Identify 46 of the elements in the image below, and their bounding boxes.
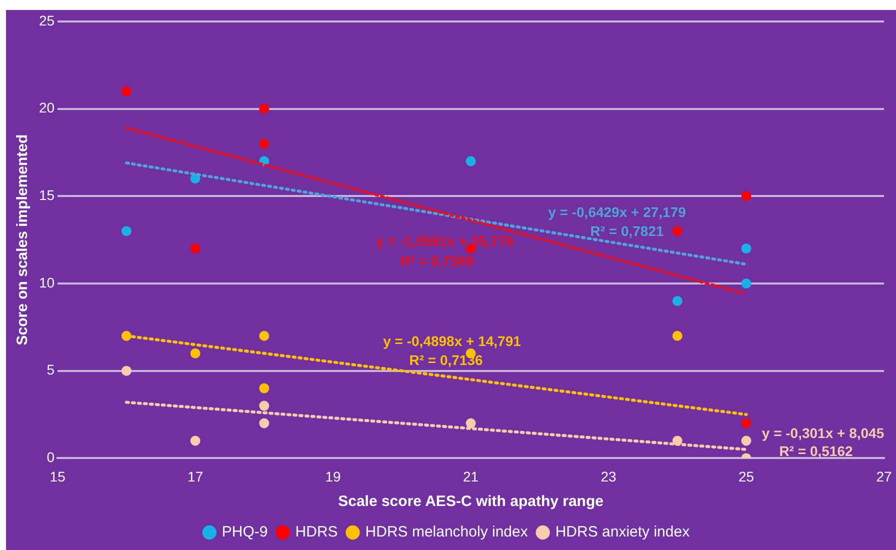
y-tick-label: 15 — [38, 186, 55, 203]
annotation: R² = 0,5162 — [779, 442, 853, 459]
annotation: y = -1,0561x + 35,776 — [376, 232, 514, 249]
legend-label: PHQ-9 — [222, 524, 268, 541]
y-tick-label: 5 — [46, 362, 55, 378]
annotation: y = -0,4898x + 14,791 — [383, 332, 522, 349]
annotation: y = -0,6429x + 27,179 — [548, 204, 686, 220]
point — [190, 436, 200, 446]
y-tick-label: 10 — [38, 274, 55, 290]
y-tick-label: 0 — [46, 449, 55, 466]
point — [259, 418, 270, 428]
x-tick-label: 25 — [738, 468, 754, 484]
point — [741, 436, 752, 446]
point — [672, 330, 682, 341]
point — [259, 400, 270, 411]
point — [672, 296, 682, 306]
x-tick-label: 19 — [325, 468, 342, 484]
point — [672, 226, 682, 236]
point — [741, 191, 752, 202]
x-tick-label: 21 — [462, 468, 479, 484]
x-tick-label: 23 — [600, 468, 617, 484]
point — [466, 418, 476, 428]
legend-label: HDRS anxiety index — [555, 524, 690, 541]
y-tick-label: 20 — [38, 100, 55, 116]
point — [121, 226, 132, 236]
y-axis-title: Score on scales implemented — [14, 134, 32, 346]
legend-label: HDRS melancholy index — [365, 524, 528, 541]
annotation: R² = 0,7389 — [400, 252, 474, 269]
point — [190, 348, 200, 358]
point — [741, 418, 752, 428]
legend-label: HDRS — [295, 524, 338, 541]
point — [190, 244, 200, 254]
point — [466, 156, 476, 166]
point — [259, 330, 270, 341]
x-axis-title: Scale score AES-C with apathy range — [338, 493, 604, 510]
point — [259, 383, 270, 394]
annotation: y = -0,301x + 8,045 — [762, 424, 884, 441]
point — [121, 86, 132, 96]
point — [741, 244, 752, 254]
point — [259, 104, 270, 114]
annotation: R² = 0,7821 — [590, 222, 664, 239]
x-tick-label: 17 — [188, 468, 204, 484]
point — [741, 278, 752, 288]
x-tick-label: 27 — [876, 468, 892, 484]
point — [121, 366, 132, 376]
y-tick-label: 25 — [38, 12, 55, 28]
